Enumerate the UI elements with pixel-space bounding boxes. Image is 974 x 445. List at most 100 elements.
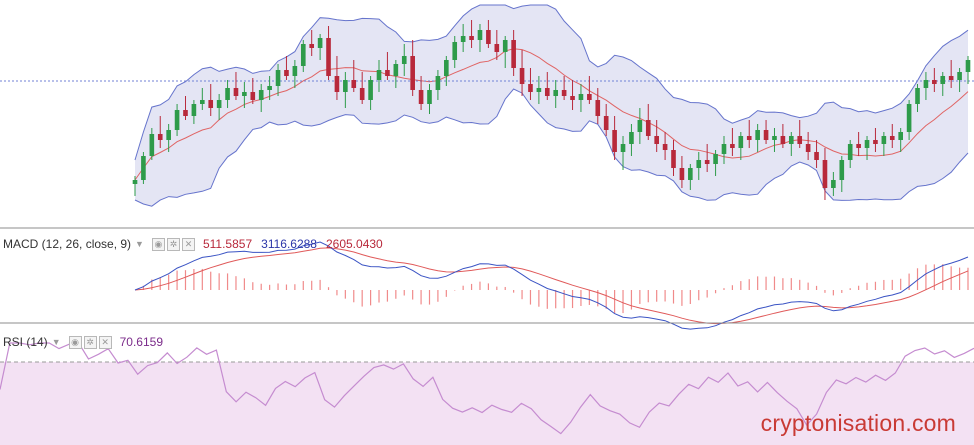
candle-body (410, 56, 415, 90)
candle-body (932, 80, 937, 84)
candle-body (603, 116, 609, 130)
candle-body (250, 92, 256, 100)
macd-histogram-value: 511.5857 (202, 237, 253, 251)
candle-body (595, 100, 601, 116)
rsi-legend: RSI (14) ▼ ◉ ✲ ✕ 70.6159 (3, 335, 172, 349)
candle-body (183, 110, 188, 116)
candle-body (805, 144, 811, 152)
rsi-title: RSI (14) (3, 335, 48, 349)
bollinger-band-fill (135, 5, 968, 207)
candle-body (368, 80, 373, 100)
candle-body (578, 94, 584, 100)
candle-body (864, 140, 870, 148)
candle-body (906, 104, 912, 132)
rsi-value: 70.6159 (119, 335, 163, 349)
candle-body (343, 80, 348, 92)
macd-line-value: 3116.6288 (261, 237, 317, 251)
macd-line (134, 241, 969, 330)
candle-body (444, 60, 449, 76)
candle-body (208, 100, 214, 108)
candles (132, 20, 971, 200)
candle-body (309, 44, 315, 48)
candle-body (326, 38, 331, 76)
eye-icon[interactable]: ◉ (68, 335, 82, 349)
candle-body (502, 40, 508, 52)
candle-body (612, 130, 617, 152)
macd-signal-value: 2605.0430 (325, 237, 383, 251)
candle-body (275, 70, 281, 86)
candle-body (300, 44, 306, 66)
candle-body (536, 88, 542, 92)
candle-body (284, 70, 289, 76)
candle-body (721, 144, 727, 154)
candle-body (528, 84, 533, 92)
chevron-down-icon[interactable]: ▼ (51, 337, 61, 347)
rsi-line (0, 342, 974, 435)
macd-title: MACD (12, 26, close, 9) (3, 237, 132, 251)
candle-body (317, 38, 323, 48)
candle-body (780, 136, 786, 144)
candle-body (940, 76, 946, 84)
candle-body (511, 40, 516, 68)
candle-body (519, 68, 525, 84)
candle-body (679, 168, 685, 180)
gear-icon[interactable]: ✲ (83, 335, 97, 349)
candle-body (898, 132, 904, 140)
rsi-band-fill (0, 362, 974, 445)
candle-body (132, 180, 138, 184)
candle-body (561, 90, 567, 96)
candle-body (418, 90, 424, 104)
candle-body (460, 36, 466, 42)
candle-body (671, 150, 676, 168)
candle-body (141, 156, 146, 180)
bollinger-upper-band (134, 4, 969, 161)
candle-body (216, 100, 222, 108)
candle-body (889, 136, 895, 140)
candle-body (494, 44, 500, 52)
rsi-pane (0, 342, 974, 445)
candle-body (772, 136, 777, 140)
candle-body (292, 66, 298, 76)
candle-body (486, 30, 491, 44)
candle-body (149, 134, 155, 156)
candle-body (267, 86, 272, 90)
candle-body (376, 70, 382, 80)
candle-body (831, 180, 836, 188)
candle-body (242, 92, 247, 96)
candle-body (359, 88, 365, 100)
main-pane (0, 4, 974, 207)
close-icon[interactable]: ✕ (98, 335, 112, 349)
candle-body (856, 144, 861, 148)
candle-body (452, 42, 458, 60)
candle-body (401, 56, 407, 64)
chevron-down-icon[interactable]: ▼ (135, 239, 144, 249)
candle-body (730, 144, 735, 148)
candle-body (570, 96, 575, 100)
macd-legend: MACD (12, 26, close, 9) ▼ ◉ ✲ ✕ 511.5857… (3, 237, 392, 251)
candle-body (385, 70, 390, 76)
candle-body (645, 120, 651, 136)
bollinger-lower-band (134, 88, 969, 207)
candle-body (746, 136, 752, 140)
candle-body (704, 160, 710, 164)
candle-body (696, 160, 702, 168)
candle-body (688, 168, 693, 180)
close-icon[interactable]: ✕ (181, 237, 195, 251)
candle-body (393, 64, 399, 76)
candle-body (258, 90, 264, 100)
candle-body (839, 160, 845, 180)
candle-body (822, 160, 828, 188)
eye-icon[interactable]: ◉ (151, 237, 165, 251)
candle-body (713, 154, 718, 164)
candle-body (587, 94, 592, 100)
candle-body (637, 120, 643, 132)
candle-body (199, 100, 205, 104)
macd-pane (134, 241, 969, 330)
candle-body (755, 130, 760, 140)
gear-icon[interactable]: ✲ (166, 237, 180, 251)
candle-body (233, 88, 239, 96)
candle-body (797, 136, 803, 144)
candle-body (351, 80, 357, 88)
candle-body (191, 104, 197, 116)
